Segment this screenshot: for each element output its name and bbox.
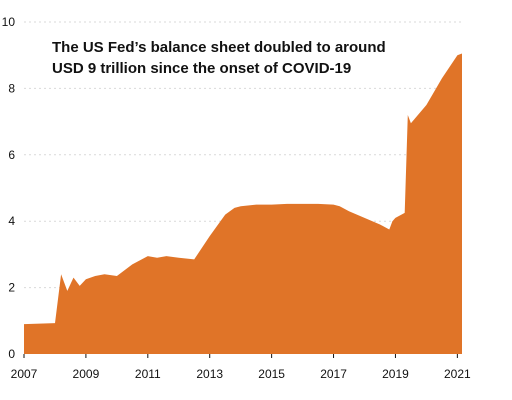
y-tick-label: 4	[8, 214, 15, 228]
y-axis-ticks: 0 2 4 6 8 10	[2, 15, 16, 361]
balance-sheet-area	[24, 53, 462, 354]
y-tick-label: 0	[8, 347, 15, 361]
x-tick-label: 2009	[73, 367, 100, 381]
y-tick-label: 10	[2, 15, 16, 29]
chart-title-line-1: The US Fed’s balance sheet doubled to ar…	[52, 39, 386, 56]
x-tick-label: 2015	[258, 367, 285, 381]
x-tick-label: 2019	[382, 367, 409, 381]
x-tick-label: 2011	[135, 367, 161, 381]
y-tick-label: 8	[8, 81, 15, 95]
x-tick-label: 2013	[196, 367, 223, 381]
x-tick-label: 2007	[11, 367, 38, 381]
y-tick-label: 6	[8, 148, 15, 162]
x-tick-label: 2017	[320, 367, 347, 381]
x-tick-label: 2021	[444, 367, 471, 381]
y-tick-label: 2	[8, 281, 15, 295]
x-axis-ticks: 2007 2009 2011 2013 2015 2017 2019 2021	[11, 354, 471, 381]
chart-title-line-2: USD 9 trillion since the onset of COVID-…	[52, 60, 351, 77]
